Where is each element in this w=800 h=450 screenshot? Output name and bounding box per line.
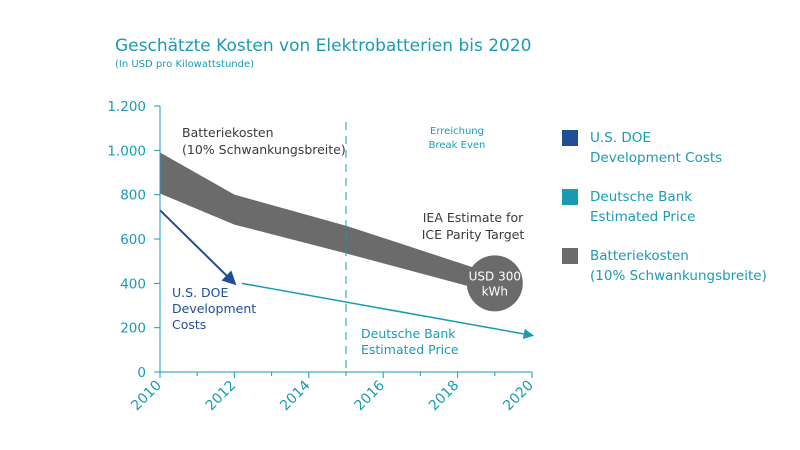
deutsche-bank-label-line-1: Deutsche Bank — [361, 326, 456, 341]
y-tick-label: 1.200 — [107, 99, 146, 115]
chart-title: Geschätzte Kosten von Elektrobatterien b… — [115, 36, 532, 56]
doe-label-line-2: Development — [172, 301, 256, 316]
usd300-marker — [466, 255, 523, 312]
deutsche-bank-label-line-2: Estimated Price — [361, 342, 459, 357]
break-even-label-line-2: Break Even — [429, 140, 486, 151]
x-tick-label: 2012 — [203, 378, 240, 415]
legend-swatch-battery-band — [562, 248, 578, 264]
legend-label-battery-band: Batteriekosten (10% Schwankungsbreite) — [590, 248, 767, 284]
y-tick-label: 0 — [137, 365, 146, 381]
band-label-line-2: (10% Schwankungsbreite) — [182, 142, 346, 157]
doe-label-line-1: U.S. DOE — [172, 285, 228, 300]
y-tick-label: 1.000 — [107, 143, 146, 159]
legend: U.S. DOE Development Costs Deutsche Bank… — [562, 128, 767, 305]
legend-label-doe: U.S. DOE Development Costs — [590, 130, 723, 166]
chart-subtitle: (In USD pro Kilowattstunde) — [115, 59, 255, 70]
x-tick-label: 2010 — [128, 378, 165, 415]
legend-swatch-deutsche-bank — [562, 189, 578, 205]
x-tick-label: 2020 — [500, 378, 537, 415]
y-tick-label: 800 — [120, 188, 146, 204]
band-label-line-1: Batteriekosten — [182, 125, 274, 140]
legend-item-battery-band: Batteriekosten (10% Schwankungsbreite) — [562, 246, 767, 286]
iea-label-line-1: IEA Estimate for — [423, 210, 524, 225]
usd300-marker-label-1: USD 300 — [469, 269, 521, 283]
y-tick-label: 600 — [120, 232, 146, 248]
y-tick-label: 200 — [120, 321, 146, 337]
legend-label-deutsche-bank: Deutsche Bank Estimated Price — [590, 189, 696, 225]
x-tick-label: 2014 — [277, 377, 314, 414]
doe-label-line-3: Costs — [172, 317, 206, 332]
iea-label-line-2: ICE Parity Target — [422, 227, 525, 242]
x-tick-label: 2018 — [426, 378, 463, 415]
legend-swatch-doe — [562, 130, 578, 146]
deutsche-bank-price-arrow — [241, 282, 535, 340]
break-even-label-line-1: Erreichung — [430, 126, 484, 137]
legend-item-doe: U.S. DOE Development Costs — [562, 128, 767, 168]
legend-item-deutsche-bank: Deutsche Bank Estimated Price — [562, 187, 767, 227]
usd300-marker-label-2: kWh — [482, 284, 508, 298]
x-tick-label: 2016 — [352, 377, 389, 414]
doe-cost-arrow — [159, 209, 237, 286]
y-tick-label: 400 — [120, 276, 146, 292]
battery-cost-band — [160, 152, 495, 294]
